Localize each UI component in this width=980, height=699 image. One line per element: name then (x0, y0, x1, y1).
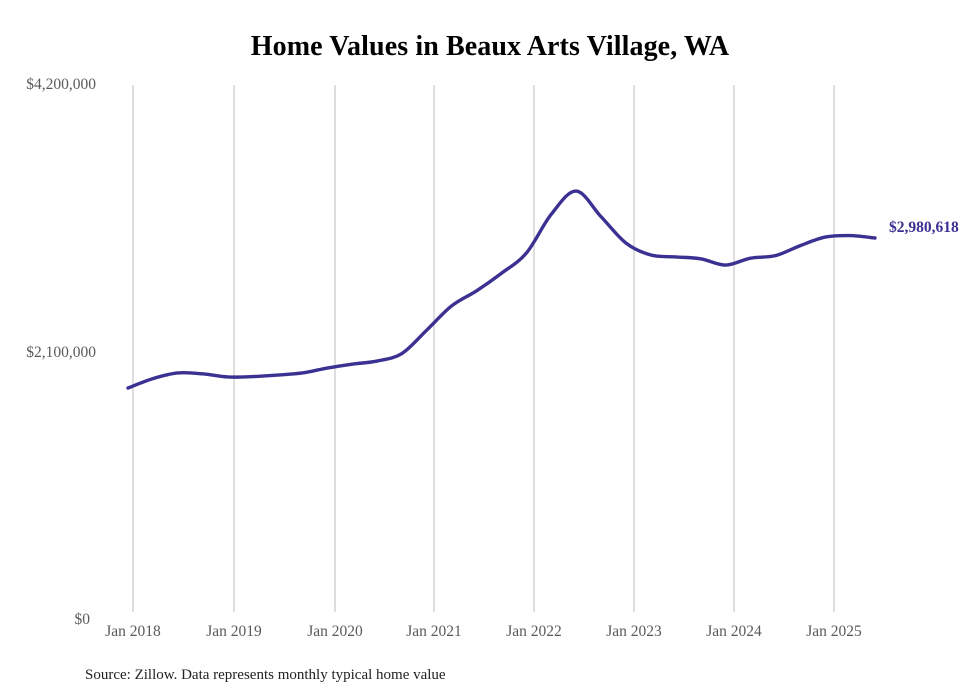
x-axis-tick-jan-2025: Jan 2025 (806, 623, 862, 640)
x-axis-tick-jan-2019: Jan 2019 (206, 623, 262, 640)
y-axis-tick-top: $4,200,000 (26, 76, 96, 93)
gridlines (132, 85, 835, 612)
page-title: Home Values in Beaux Arts Village, WA (250, 31, 730, 62)
series-line-typical-home-value (126, 189, 877, 390)
x-axis-tick-jan-2018: Jan 2018 (105, 623, 161, 640)
source-note: Source: Zillow. Data represents monthly … (85, 667, 446, 683)
x-axis-tick-jan-2024: Jan 2024 (706, 623, 762, 640)
x-axis-tick-jan-2021: Jan 2021 (406, 623, 462, 640)
x-axis-tick-jan-2020: Jan 2020 (307, 623, 363, 640)
y-axis-tick-mid: $2,100,000 (26, 344, 96, 361)
y-axis-tick-zero: $0 (74, 611, 91, 628)
x-axis-tick-jan-2022: Jan 2022 (506, 623, 562, 640)
end-value-annotation: $2,980,618 (889, 219, 959, 236)
x-axis-tick-jan-2023: Jan 2023 (606, 623, 662, 640)
